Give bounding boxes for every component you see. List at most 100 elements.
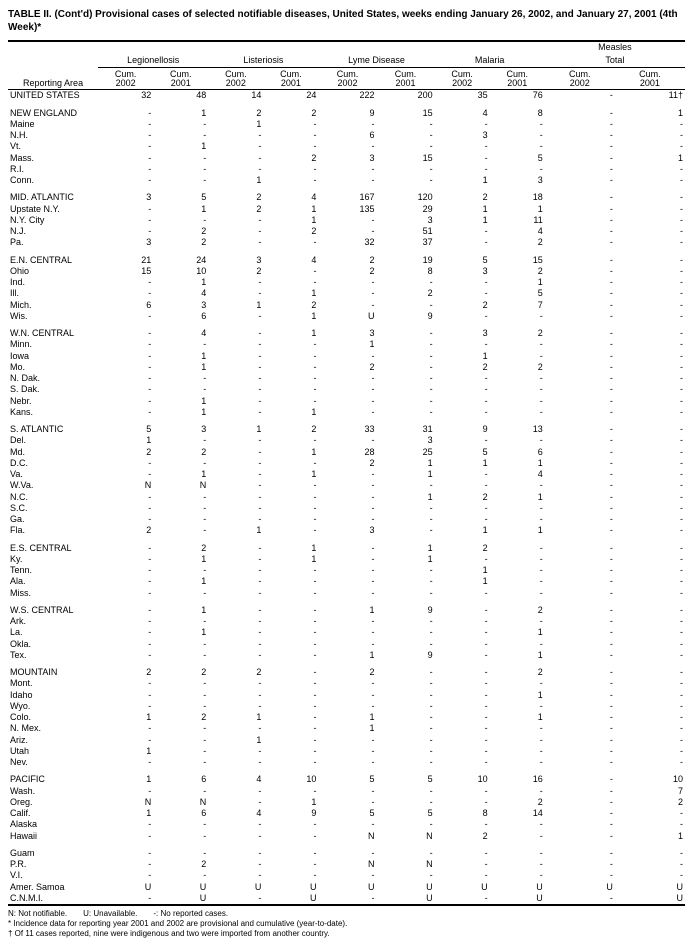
- value-cell: -: [435, 661, 490, 678]
- value-cell: -: [615, 492, 685, 503]
- value-cell: 4: [153, 288, 208, 299]
- value-cell: 2: [490, 322, 545, 339]
- value-cell: -: [153, 639, 208, 650]
- value-cell: -: [435, 870, 490, 881]
- value-cell: -: [490, 746, 545, 757]
- value-cell: -: [377, 322, 435, 339]
- value-cell: -: [545, 525, 615, 536]
- value-cell: 3: [377, 215, 435, 226]
- value-cell: -: [545, 186, 615, 203]
- value-cell: 3: [98, 186, 153, 203]
- value-cell: -: [98, 164, 153, 175]
- value-cell: -: [615, 712, 685, 723]
- value-cell: 1: [490, 712, 545, 723]
- value-cell: 1: [318, 650, 376, 661]
- value-cell: -: [545, 322, 615, 339]
- area-cell: UNITED STATES: [8, 90, 98, 102]
- area-cell: S.C.: [8, 503, 98, 514]
- value-cell: -: [263, 514, 318, 525]
- value-cell: -: [208, 373, 263, 384]
- area-cell: Tex.: [8, 650, 98, 661]
- value-cell: -: [435, 842, 490, 859]
- value-cell: 1: [98, 768, 153, 785]
- value-cell: -: [318, 300, 376, 311]
- value-cell: 1: [318, 712, 376, 723]
- value-cell: 2: [490, 599, 545, 616]
- table-row: Calif.164955814--: [8, 808, 685, 819]
- value-cell: -: [615, 266, 685, 277]
- value-cell: -: [615, 650, 685, 661]
- value-cell: -: [545, 90, 615, 102]
- value-cell: -: [545, 175, 615, 186]
- value-cell: 2: [435, 186, 490, 203]
- value-cell: -: [545, 339, 615, 350]
- value-cell: -: [490, 565, 545, 576]
- value-cell: U: [263, 882, 318, 893]
- value-cell: -: [435, 819, 490, 830]
- table-row: C.N.M.I.-U-U-U-U-U: [8, 893, 685, 905]
- table-row: Idaho-------1--: [8, 690, 685, 701]
- table-row: MID. ATLANTIC3524167120218--: [8, 186, 685, 203]
- sub-hdr: Cum.2002: [435, 67, 490, 90]
- area-cell: D.C.: [8, 458, 98, 469]
- value-cell: -: [545, 164, 615, 175]
- sub-hdr: Cum.2001: [153, 67, 208, 90]
- value-cell: -: [490, 339, 545, 350]
- sub-hdr: Cum.2002: [98, 67, 153, 90]
- value-cell: 1: [263, 215, 318, 226]
- value-cell: -: [263, 639, 318, 650]
- value-cell: 31: [377, 418, 435, 435]
- value-cell: -: [615, 588, 685, 599]
- value-cell: -: [98, 469, 153, 480]
- value-cell: -: [98, 503, 153, 514]
- value-cell: -: [263, 175, 318, 186]
- value-cell: 1: [153, 362, 208, 373]
- value-cell: 9: [377, 650, 435, 661]
- value-cell: -: [377, 503, 435, 514]
- value-cell: 1: [98, 435, 153, 446]
- table-row: Ariz.--1-------: [8, 735, 685, 746]
- value-cell: -: [98, 842, 153, 859]
- value-cell: -: [435, 627, 490, 638]
- value-cell: -: [377, 130, 435, 141]
- table-row: Mass.---2315-5-1: [8, 153, 685, 164]
- value-cell: -: [545, 746, 615, 757]
- value-cell: 5: [490, 288, 545, 299]
- value-cell: -: [318, 480, 376, 491]
- table-row: Hawaii----NN2--1: [8, 831, 685, 842]
- value-cell: -: [377, 786, 435, 797]
- value-cell: -: [615, 384, 685, 395]
- value-cell: -: [263, 266, 318, 277]
- value-cell: N: [318, 859, 376, 870]
- value-cell: 2: [490, 661, 545, 678]
- area-cell: Ariz.: [8, 735, 98, 746]
- area-cell: W.N. CENTRAL: [8, 322, 98, 339]
- table-row: Okla.----------: [8, 639, 685, 650]
- value-cell: 28: [318, 447, 376, 458]
- table-row: Tex.----19-1--: [8, 650, 685, 661]
- value-cell: -: [208, 469, 263, 480]
- value-cell: -: [153, 842, 208, 859]
- value-cell: -: [98, 339, 153, 350]
- value-cell: -: [545, 141, 615, 152]
- value-cell: 1: [490, 690, 545, 701]
- value-cell: -: [98, 226, 153, 237]
- value-cell: -: [377, 119, 435, 130]
- value-cell: -: [490, 554, 545, 565]
- value-cell: -: [615, 678, 685, 689]
- value-cell: 2: [98, 447, 153, 458]
- value-cell: -: [435, 746, 490, 757]
- value-cell: 1: [153, 407, 208, 418]
- value-cell: 1: [153, 396, 208, 407]
- value-cell: -: [153, 215, 208, 226]
- area-cell: MOUNTAIN: [8, 661, 98, 678]
- value-cell: 6: [98, 300, 153, 311]
- value-cell: 3: [377, 435, 435, 446]
- value-cell: 2: [208, 661, 263, 678]
- table-row: Minn.----1-----: [8, 339, 685, 350]
- value-cell: -: [615, 458, 685, 469]
- col-group-measles-total: Total: [545, 53, 685, 67]
- value-cell: 2: [153, 237, 208, 248]
- value-cell: -: [318, 893, 376, 905]
- value-cell: -: [208, 842, 263, 859]
